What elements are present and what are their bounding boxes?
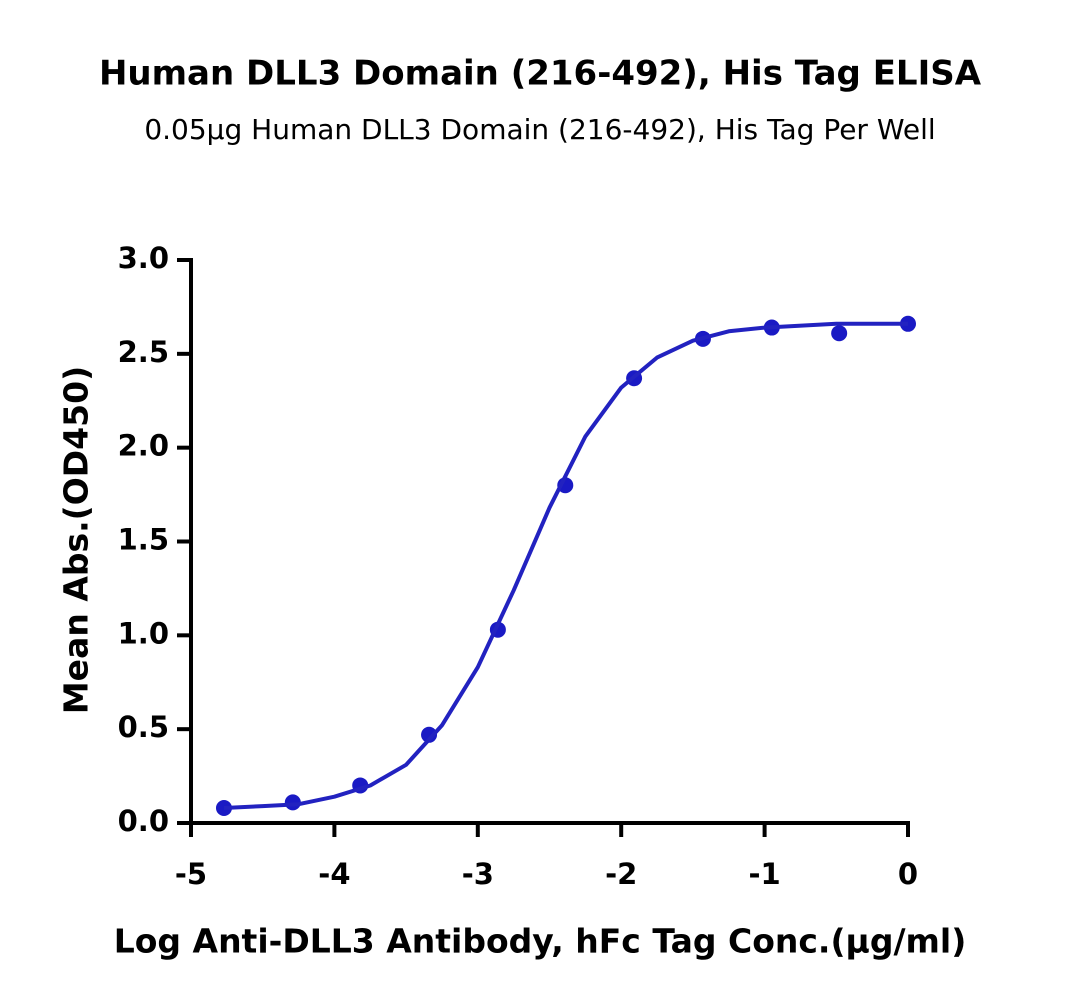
y-axis-label: Mean Abs.(OD450) xyxy=(57,366,96,714)
x-axis-label: Log Anti-DLL3 Antibody, hFc Tag Conc.(μg… xyxy=(114,922,967,961)
y-tick-label: 1.5 xyxy=(118,523,169,557)
y-tick-label: 0.5 xyxy=(118,710,169,744)
chart-subtitle: 0.05μg Human DLL3 Domain (216-492), His … xyxy=(144,113,935,146)
chart-title: Human DLL3 Domain (216-492), His Tag ELI… xyxy=(99,54,982,94)
x-tick-label: -5 xyxy=(175,857,207,891)
y-tick-label: 3.0 xyxy=(118,241,169,275)
data-point xyxy=(215,799,232,816)
fit-curve xyxy=(223,321,908,810)
y-tick-label: 2.0 xyxy=(118,429,169,463)
x-tick-label: 0 xyxy=(898,857,918,891)
x-tick-label: -4 xyxy=(318,857,350,891)
y-tick-label: 2.5 xyxy=(118,335,169,369)
x-tick-label: -1 xyxy=(748,857,780,891)
x-tick-label: -3 xyxy=(462,857,494,891)
data-point xyxy=(421,726,438,743)
y-tick-label: 0.0 xyxy=(118,804,169,838)
y-tick-label: 1.0 xyxy=(118,616,169,650)
x-tick-label: -2 xyxy=(605,857,637,891)
data-point xyxy=(831,325,848,342)
